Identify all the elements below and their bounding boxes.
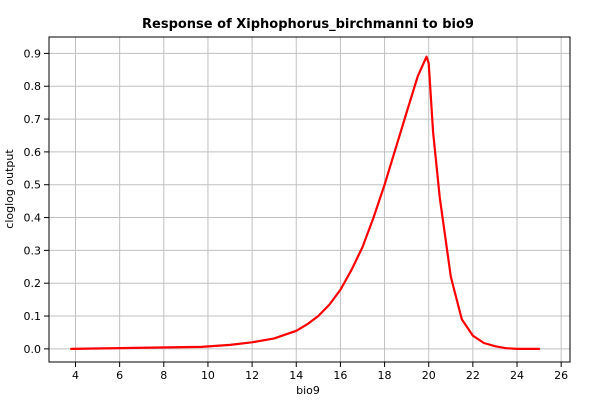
y-tick-label: 0.3	[24, 244, 42, 257]
plot-area	[49, 37, 570, 362]
y-tick-label: 0.0	[24, 343, 42, 356]
x-tick-label: 6	[116, 369, 123, 382]
y-tick-label: 0.9	[24, 47, 42, 60]
response-curve	[69, 55, 541, 350]
x-tick-label: 24	[510, 369, 524, 382]
x-tick-label: 8	[160, 369, 167, 382]
y-tick-label: 0.7	[24, 113, 42, 126]
x-tick-label: 22	[466, 369, 480, 382]
y-tick-label: 0.2	[24, 277, 42, 290]
chart-title: Response of Xiphophorus_birchmanni to bi…	[142, 17, 474, 32]
plot-frame	[48, 36, 571, 363]
y-tick-label: 0.1	[24, 310, 42, 323]
x-tick-label: 14	[289, 369, 303, 382]
y-tick-label: 0.4	[24, 212, 42, 225]
x-tick-label: 12	[245, 369, 259, 382]
x-tick-label: 16	[333, 369, 347, 382]
y-tick-label: 0.8	[24, 80, 42, 93]
series-layer	[69, 55, 541, 350]
y-tick-label: 0.6	[24, 146, 42, 159]
x-tick-label: 26	[554, 369, 568, 382]
grid	[49, 37, 570, 362]
y-tick-label: 0.5	[24, 179, 42, 192]
ticks: 4 6 8 10 12 14 16 18 20 22 24 26 0.0 0.1 0.2 0.3 0.4 0.5 0…	[24, 47, 569, 382]
y-axis-title: cloglog output	[3, 149, 16, 229]
x-axis-title: bio9	[296, 384, 320, 397]
x-tick-label: 18	[378, 369, 392, 382]
x-tick-label: 10	[201, 369, 215, 382]
x-tick-label: 20	[422, 369, 436, 382]
x-tick-label: 4	[72, 369, 79, 382]
